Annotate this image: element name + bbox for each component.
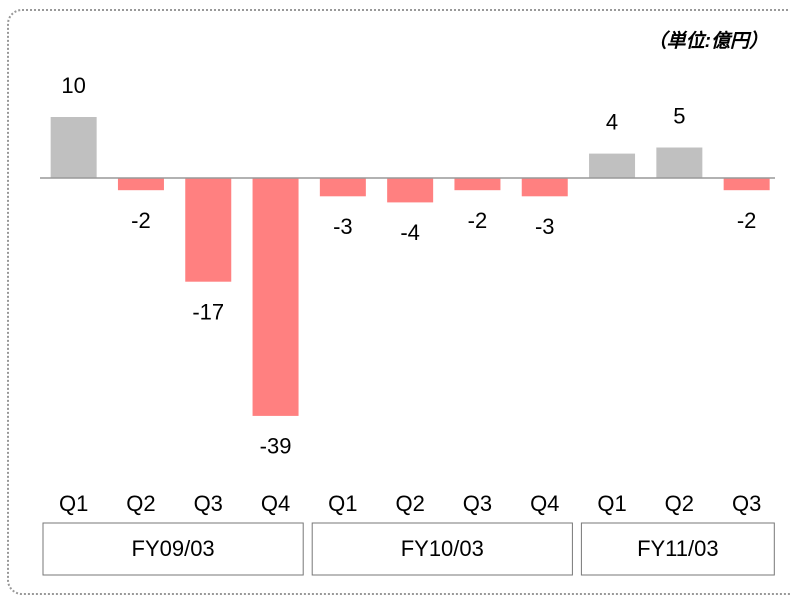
value-label: -3 [333, 214, 353, 239]
bar [387, 178, 434, 203]
group-box [580, 522, 775, 576]
bar [656, 147, 703, 178]
x-tick-label: Q2 [665, 491, 694, 516]
bar [454, 178, 501, 191]
value-label: -17 [192, 300, 224, 325]
x-tick-label: Q2 [395, 491, 424, 516]
x-tick-label: Q1 [328, 491, 357, 516]
x-tick-label: Q3 [194, 491, 223, 516]
x-tick-label: Q3 [463, 491, 492, 516]
x-tick-label: Q4 [530, 491, 559, 516]
value-label: -2 [131, 208, 151, 233]
x-tick-label: Q1 [597, 491, 626, 516]
bar [319, 178, 366, 197]
x-tick-label: Q1 [59, 491, 88, 516]
bar [589, 153, 636, 178]
value-label: -2 [468, 208, 488, 233]
value-label: 4 [606, 109, 618, 134]
bar [50, 117, 97, 178]
unit-label: （単位:億円） [648, 30, 768, 52]
x-tick-label: Q3 [732, 491, 761, 516]
value-label: -39 [260, 434, 292, 459]
value-label: 10 [61, 73, 85, 98]
value-label: -4 [400, 220, 420, 245]
group-label: FY11/03 [637, 536, 719, 561]
bar [185, 178, 232, 282]
value-label: -3 [535, 214, 555, 239]
bar [117, 178, 164, 191]
x-tick-label: Q2 [126, 491, 155, 516]
bar [521, 178, 568, 197]
value-label: 5 [673, 103, 685, 128]
bar [723, 178, 770, 191]
group-label: FY10/03 [401, 536, 484, 561]
group-box [311, 522, 573, 576]
x-tick-label: Q4 [261, 491, 290, 516]
group-label: FY09/03 [132, 536, 215, 561]
value-label: -2 [737, 208, 757, 233]
bar [252, 178, 299, 416]
group-box [42, 522, 304, 576]
frame [7, 9, 790, 595]
